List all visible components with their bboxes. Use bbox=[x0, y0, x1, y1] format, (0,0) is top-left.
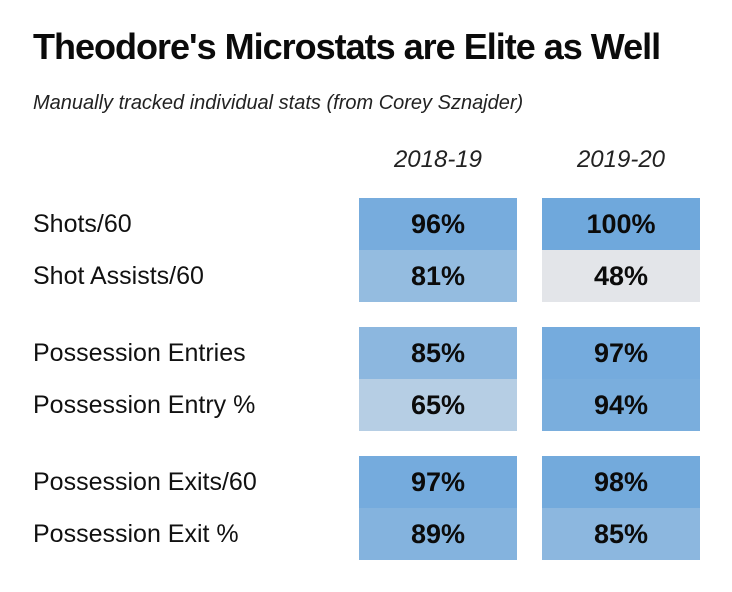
row-label: Possession Entries bbox=[33, 339, 246, 367]
chart-title: Theodore's Microstats are Elite as Well bbox=[33, 26, 661, 67]
value-cell: 65% bbox=[359, 379, 517, 431]
column-header-2018-19: 2018-19 bbox=[393, 146, 483, 173]
value-cell: 97% bbox=[542, 327, 700, 379]
value-cell: 94% bbox=[542, 379, 700, 431]
value-cell: 96% bbox=[359, 198, 517, 250]
row-label: Possession Exits/60 bbox=[33, 468, 257, 496]
value-cell: 97% bbox=[359, 456, 517, 508]
row-label: Shots/60 bbox=[33, 210, 132, 238]
value-cell: 48% bbox=[542, 250, 700, 302]
row-label: Possession Entry % bbox=[33, 391, 256, 419]
column-header-2019-20: 2019-20 bbox=[576, 146, 666, 173]
row-label: Possession Exit % bbox=[33, 520, 239, 548]
value-cell: 98% bbox=[542, 456, 700, 508]
chart-subtitle: Manually tracked individual stats (from … bbox=[33, 92, 524, 114]
value-cell: 85% bbox=[542, 508, 700, 560]
value-cell: 81% bbox=[359, 250, 517, 302]
value-cell: 89% bbox=[359, 508, 517, 560]
row-label: Shot Assists/60 bbox=[33, 262, 204, 290]
value-cell: 100% bbox=[542, 198, 700, 250]
value-cell: 85% bbox=[359, 327, 517, 379]
